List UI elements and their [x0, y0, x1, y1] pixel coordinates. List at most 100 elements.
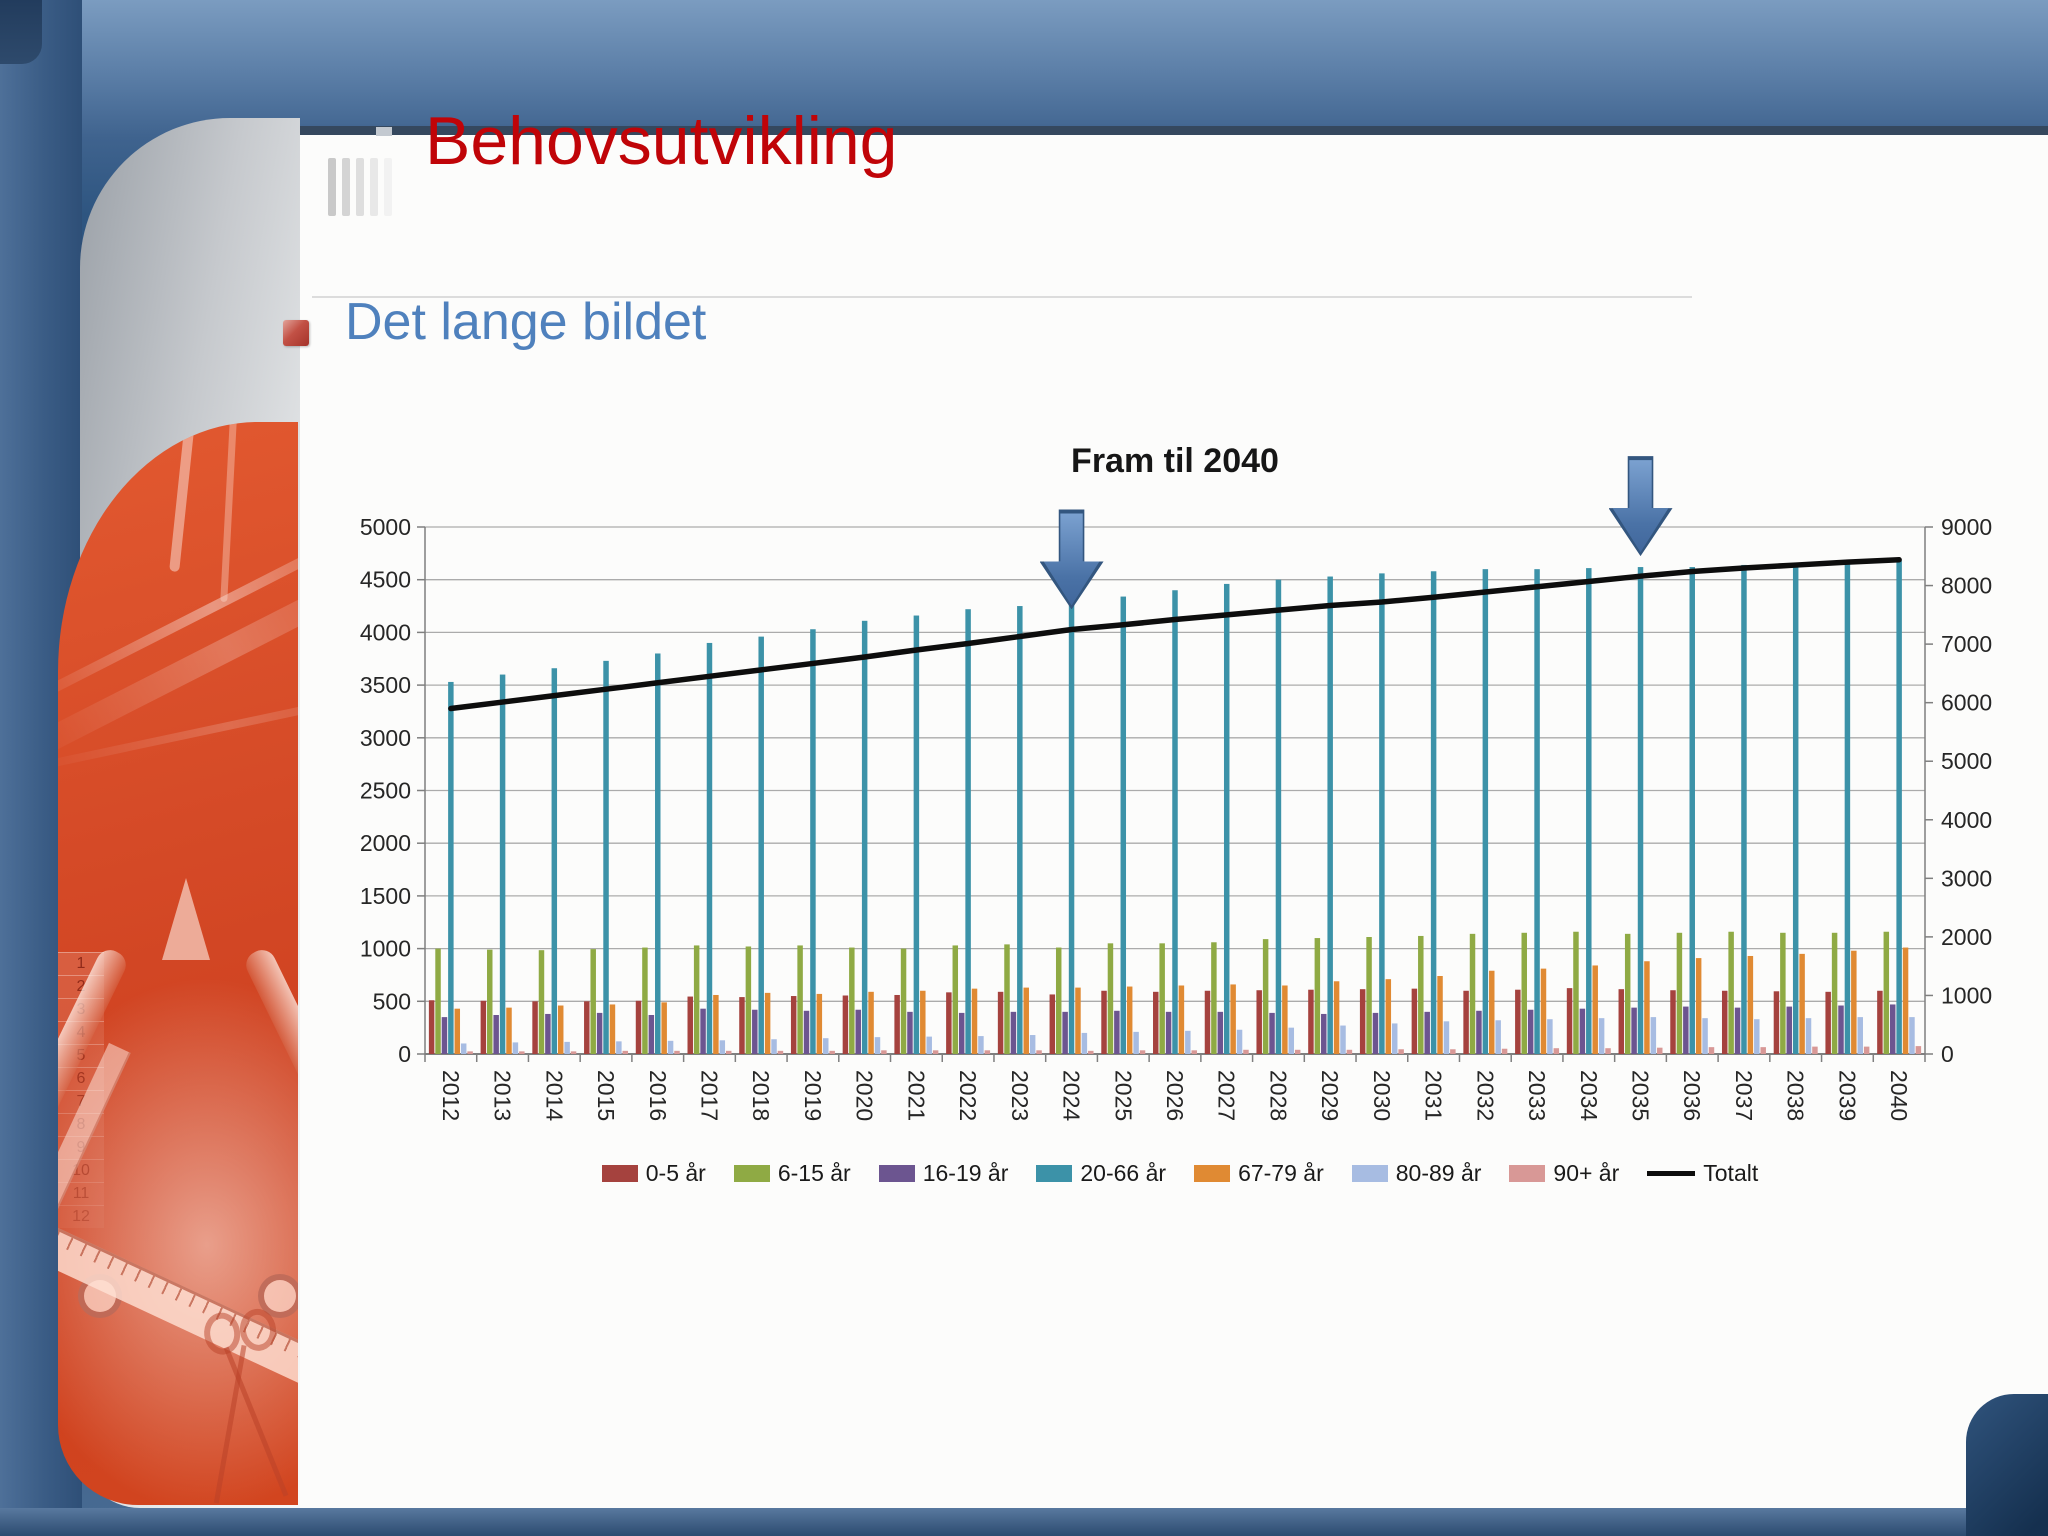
- legend-swatch-icon: [1194, 1165, 1231, 1182]
- bar: [1805, 1018, 1812, 1054]
- bar: [1340, 1025, 1346, 1054]
- bar: [655, 653, 661, 1054]
- right-axis-label: 4000: [1941, 807, 1992, 833]
- bar: [1728, 931, 1734, 1054]
- bar: [1172, 590, 1178, 1054]
- bar: [435, 948, 441, 1054]
- bar: [861, 620, 868, 1054]
- bar: [1372, 1012, 1379, 1054]
- left-axis-label: 3500: [360, 672, 411, 698]
- bar: [532, 1001, 538, 1054]
- year-label: 2015: [593, 1070, 619, 1121]
- bar: [1812, 1046, 1818, 1054]
- bar: [1107, 943, 1114, 1054]
- bar: [1469, 933, 1476, 1054]
- bar: [1708, 1047, 1715, 1054]
- bar: [706, 642, 713, 1054]
- bar: [1889, 1004, 1896, 1054]
- bar: [920, 990, 926, 1054]
- bar: [1088, 1050, 1094, 1054]
- bar: [1909, 1017, 1915, 1054]
- year-label: 2028: [1265, 1070, 1291, 1121]
- left-axis-label: 5000: [360, 514, 411, 540]
- bar: [1114, 1010, 1120, 1054]
- bar: [1165, 1011, 1172, 1054]
- bar: [1379, 573, 1385, 1054]
- right-axis-label: 5000: [1941, 748, 1992, 774]
- legend-label: 67-79 år: [1238, 1160, 1324, 1186]
- legend-label: 6-15 år: [777, 1160, 851, 1186]
- bar: [1036, 1050, 1042, 1054]
- bar: [1075, 987, 1081, 1054]
- bar: [603, 660, 609, 1054]
- bar: [622, 1050, 629, 1054]
- bar: [642, 947, 648, 1054]
- year-label: 2024: [1059, 1070, 1085, 1121]
- right-axis-label: 2000: [1941, 924, 1992, 950]
- bar: [674, 1050, 680, 1054]
- bar: [1702, 1018, 1708, 1054]
- bar: [1463, 990, 1469, 1054]
- title-decor-bars: [328, 158, 418, 218]
- year-label: 2014: [541, 1070, 567, 1121]
- legend-label: 80-89 år: [1395, 1160, 1482, 1186]
- bar: [667, 1040, 674, 1054]
- year-label: 2039: [1834, 1070, 1860, 1121]
- bar: [499, 674, 506, 1054]
- legend-item: 80-89 år: [1351, 1160, 1482, 1187]
- year-label: 2027: [1214, 1070, 1240, 1121]
- bar: [1010, 1011, 1017, 1054]
- bar: [790, 996, 797, 1054]
- bar-series-0-5 år: [428, 988, 1883, 1054]
- bar: [1055, 947, 1062, 1054]
- bar: [1618, 989, 1625, 1054]
- bar: [842, 995, 849, 1054]
- bar: [1062, 1011, 1068, 1054]
- bar: [590, 949, 596, 1054]
- legend-swatch-icon: [1036, 1165, 1073, 1182]
- bar-series-16-19 år: [441, 1004, 1896, 1054]
- bar: [1269, 1012, 1275, 1054]
- bar: [1230, 984, 1236, 1054]
- year-label: 2040: [1886, 1070, 1912, 1121]
- right-axis-label: 1000: [1941, 982, 1992, 1008]
- bar: [1327, 576, 1333, 1054]
- bar: [1592, 965, 1598, 1054]
- bar: [1863, 1046, 1870, 1054]
- bar: [1418, 935, 1424, 1054]
- bar-series-90+ år: [467, 1046, 1922, 1054]
- bar: [441, 1017, 448, 1054]
- bar: [1670, 990, 1676, 1054]
- bar: [725, 1050, 732, 1054]
- bar-series-67-79 år: [454, 947, 1909, 1054]
- row-number: 11: [58, 1182, 104, 1205]
- bar: [1398, 1049, 1404, 1054]
- bar: [952, 945, 959, 1054]
- bar: [1689, 567, 1695, 1054]
- year-label: 2016: [645, 1070, 671, 1121]
- year-label: 2029: [1317, 1070, 1343, 1121]
- legend-swatch-icon: [878, 1165, 915, 1182]
- pencil-icon: [220, 422, 239, 603]
- year-label: 2033: [1524, 1070, 1550, 1121]
- bar: [1579, 1008, 1586, 1054]
- bar: [1838, 1005, 1844, 1054]
- row-number: 12: [58, 1205, 104, 1228]
- bar: [1605, 1048, 1611, 1054]
- bar: [1657, 1047, 1663, 1054]
- bar: [454, 1008, 461, 1054]
- bar: [1029, 1035, 1036, 1054]
- bar: [519, 1051, 525, 1054]
- bar: [1391, 1023, 1398, 1054]
- bar: [1120, 596, 1127, 1054]
- bar: [693, 945, 700, 1054]
- plier-jaw-icon: [162, 878, 210, 960]
- right-axis-label: 0: [1941, 1041, 1954, 1067]
- left-axis-label: 0: [398, 1041, 411, 1067]
- slide-subtitle: Det lange bildet: [345, 293, 707, 351]
- bar: [596, 1012, 603, 1054]
- bar: [932, 1050, 939, 1054]
- bar: [493, 1015, 499, 1054]
- bar: [1443, 1021, 1450, 1054]
- left-axis-label: 500: [373, 988, 411, 1014]
